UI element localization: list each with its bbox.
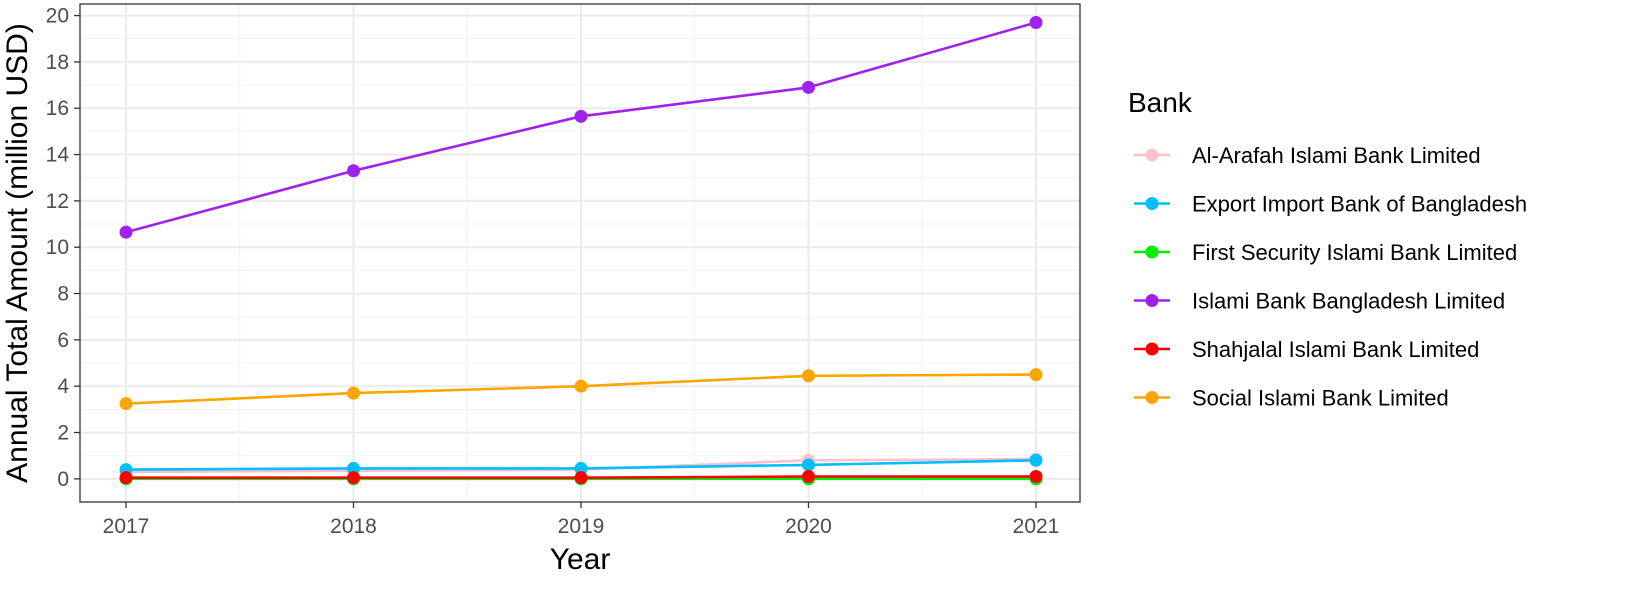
- data-point: [802, 470, 815, 484]
- x-tick-label: 2017: [103, 515, 150, 538]
- data-point: [574, 379, 588, 393]
- data-point: [802, 369, 815, 383]
- y-axis: 0 2 4 6 8 10 12 14 16 18 20: [46, 5, 80, 491]
- legend-key-point: [1145, 197, 1159, 210]
- data-point: [574, 109, 588, 123]
- series-layer: [119, 16, 1043, 486]
- x-tick-label: 2018: [330, 515, 377, 538]
- y-tick-label: 0: [57, 468, 69, 491]
- legend: Bank Al-Arafah Islami Bank Limited Export…: [1128, 87, 1527, 411]
- data-point: [802, 80, 815, 94]
- y-tick-label: 8: [57, 283, 69, 306]
- y-tick-label: 18: [46, 51, 69, 74]
- legend-label: Islami Bank Bangladesh Limited: [1192, 289, 1505, 314]
- data-point: [574, 471, 588, 485]
- y-tick-label: 4: [57, 375, 69, 398]
- y-tick-label: 6: [57, 329, 69, 352]
- legend-key-point: [1145, 294, 1159, 307]
- data-point: [347, 471, 360, 485]
- legend-label: First Security Islami Bank Limited: [1192, 240, 1517, 265]
- y-tick-label: 20: [46, 5, 69, 28]
- data-point: [802, 458, 815, 472]
- legend-label: Shahjalal Islami Bank Limited: [1192, 337, 1479, 362]
- data-point: [119, 471, 133, 485]
- data-point: [1029, 368, 1043, 382]
- y-tick-label: 2: [57, 422, 69, 445]
- legend-label: Social Islami Bank Limited: [1192, 386, 1449, 411]
- x-tick-label: 2021: [1013, 515, 1060, 538]
- x-axis-title: Year: [550, 543, 611, 576]
- legend-key-point: [1145, 342, 1159, 356]
- data-point: [1029, 453, 1043, 467]
- y-axis-title: Annual Total Amount (million USD): [1, 23, 34, 483]
- y-tick-label: 16: [46, 97, 69, 120]
- y-tick-label: 10: [46, 236, 69, 259]
- legend-label: Export Import Bank of Bangladesh: [1192, 192, 1527, 217]
- data-point: [1029, 16, 1043, 30]
- x-axis: 2017 2018 2019 2020 2021: [103, 502, 1060, 538]
- y-tick-label: 12: [46, 190, 69, 213]
- x-tick-label: 2020: [785, 515, 832, 538]
- data-point: [574, 461, 588, 475]
- legend-key-point: [1145, 245, 1159, 259]
- legend-title: Bank: [1128, 87, 1193, 118]
- data-point: [119, 397, 133, 411]
- data-point: [347, 386, 360, 400]
- data-point: [1029, 470, 1043, 484]
- data-point: [119, 225, 133, 239]
- panel-border: [79, 3, 1081, 503]
- y-tick-label: 14: [46, 144, 70, 167]
- legend-key-point: [1145, 391, 1159, 404]
- data-point: [347, 164, 360, 178]
- data-point: [347, 461, 360, 475]
- legend-label: Al-Arafah Islami Bank Limited: [1192, 143, 1481, 168]
- x-tick-label: 2019: [558, 515, 605, 538]
- legend-key-point: [1145, 148, 1159, 162]
